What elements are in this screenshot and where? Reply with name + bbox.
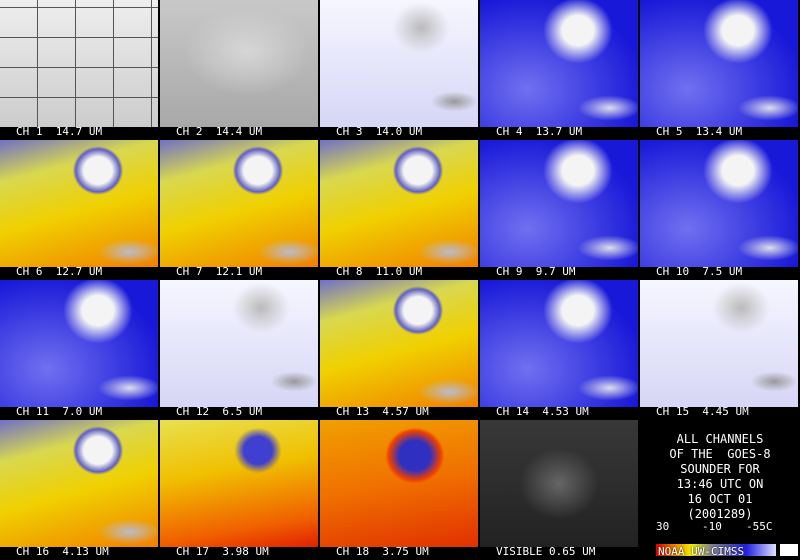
channel-label: CH 10 7.5 UM [656, 265, 743, 278]
satellite-image [160, 280, 318, 407]
channel-label: CH 12 6.5 UM [176, 405, 263, 418]
channel-label: CH 18 3.75 UM [336, 545, 429, 558]
satellite-image [160, 0, 318, 127]
satellite-image [480, 420, 638, 547]
channel-label: CH 4 13.7 UM [496, 125, 583, 138]
satellite-image [320, 0, 478, 127]
channel-panel: CH 5 13.4 UM [640, 0, 798, 138]
channel-panel: CH 7 12.1 UM [160, 140, 318, 278]
channel-panel: CH 3 14.0 UM [320, 0, 478, 138]
channel-label: CH 1 14.7 UM [16, 125, 103, 138]
channel-panel: CH 12 6.5 UM [160, 280, 318, 418]
channel-label: CH 2 14.4 UM [176, 125, 263, 138]
satellite-image [0, 280, 158, 407]
channel-panel: CH 17 3.98 UM [160, 420, 318, 558]
satellite-image [0, 140, 158, 267]
channel-label: CH 8 11.0 UM [336, 265, 423, 278]
channel-label: CH 16 4.13 UM [16, 545, 109, 558]
channel-label: CH 9 9.7 UM [496, 265, 576, 278]
channel-label: CH 17 3.98 UM [176, 545, 269, 558]
channel-panel: CH 15 4.45 UM [640, 280, 798, 418]
channel-panel: VISIBLE 0.65 UM [480, 420, 638, 558]
satellite-image [480, 0, 638, 127]
satellite-image [320, 140, 478, 267]
satellite-image [640, 280, 798, 407]
channel-panel: CH 9 9.7 UM [480, 140, 638, 278]
satellite-image [640, 140, 798, 267]
channel-label: CH 11 7.0 UM [16, 405, 103, 418]
scale-white [780, 544, 798, 556]
satellite-image [160, 140, 318, 267]
channel-panel: CH 13 4.57 UM [320, 280, 478, 418]
channel-panel: CH 6 12.7 UM [0, 140, 158, 278]
info-line: 16 OCT 01 [687, 492, 753, 506]
channel-panel: CH 18 3.75 UM [320, 420, 478, 558]
channel-panel: CH 8 11.0 UM [320, 140, 478, 278]
channel-panel: CH 16 4.13 UM [0, 420, 158, 558]
satellite-image [0, 420, 158, 547]
scale-label: -55C [746, 520, 773, 533]
color-scale [656, 544, 776, 556]
channel-panel: CH 11 7.0 UM [0, 280, 158, 418]
info-line: ALL CHANNELS [676, 432, 764, 446]
scale-label: 30 [656, 520, 670, 533]
channel-panel: CH 10 7.5 UM [640, 140, 798, 278]
channel-label: CH 3 14.0 UM [336, 125, 423, 138]
satellite-image [0, 0, 158, 127]
info-line: SOUNDER FOR [680, 462, 760, 476]
info-line: 13:46 UTC ON [676, 477, 764, 491]
satellite-image [480, 280, 638, 407]
channel-label: CH 5 13.4 UM [656, 125, 743, 138]
channel-label: CH 7 12.1 UM [176, 265, 263, 278]
channel-label: CH 14 4.53 UM [496, 405, 589, 418]
scale-label: -10 [702, 520, 722, 533]
channel-panel: CH 2 14.4 UM [160, 0, 318, 138]
info-line: OF THE GOES-8 [669, 447, 771, 461]
info-line: (2001289) [687, 507, 753, 521]
channel-panel: CH 4 13.7 UM [480, 0, 638, 138]
channel-label: CH 13 4.57 UM [336, 405, 429, 418]
channel-label: CH 6 12.7 UM [16, 265, 103, 278]
satellite-image [480, 140, 638, 267]
satellite-image [320, 420, 478, 547]
satellite-image [640, 0, 798, 127]
satellite-image [160, 420, 318, 547]
channel-label: CH 15 4.45 UM [656, 405, 749, 418]
satellite-image [320, 280, 478, 407]
credit: NOAA UW-CIMSS [658, 545, 745, 558]
channel-panel: CH 1 14.7 UM [0, 0, 158, 138]
info-panel: 30 -10 -55C NOAA UW-CIMSS ALL CHANNELS OF… [640, 420, 800, 560]
channel-label: VISIBLE 0.65 UM [496, 545, 596, 558]
channel-panel: CH 14 4.53 UM [480, 280, 638, 418]
